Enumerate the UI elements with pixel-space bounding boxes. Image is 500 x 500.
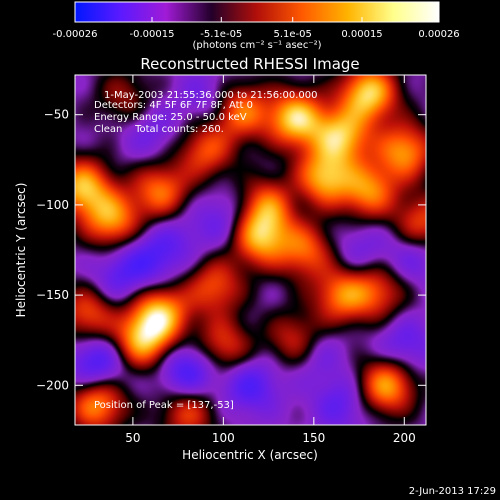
colorbar-ticks: -0.00026 -0.00015 -5.1e-05 5.1e-05 0.00015 0.… (53, 17, 460, 40)
colorbar (74, 1, 440, 23)
annotation-clean-counts: Clean Total counts: 260. (94, 124, 224, 135)
y-tick-label: −200 (36, 378, 69, 392)
annotation-time-range: 1-May-2003 21:55:36.000 to 21:56:00.000 (104, 90, 317, 101)
x-axis-label: Heliocentric X (arcsec) (182, 448, 318, 462)
x-tick-label: 50 (125, 431, 140, 445)
colorbar-tick-label: 0.00026 (418, 29, 459, 40)
colorbar-tick-label: 0.00015 (341, 29, 382, 40)
y-tick-label: −100 (36, 198, 69, 212)
annotation-energy-range: Energy Range: 25.0 - 50.0 keV (94, 112, 247, 123)
y-tick-label: −150 (36, 288, 69, 302)
colorbar-tick-label: 5.1e-05 (274, 29, 312, 40)
chart-title: Reconstructed RHESSI Image (140, 55, 359, 73)
colorbar-tick-label: -5.1e-05 (200, 29, 242, 40)
colorbar-unit-label: (photons cm⁻² s⁻¹ asec⁻²) (192, 40, 321, 51)
colorbar-tick-label: -0.00015 (130, 29, 175, 40)
annotation-peak-position: Position of Peak = [137,-53] (94, 400, 234, 411)
plot-frame (74, 74, 427, 426)
y-axis: −50 −100 −150 −200 (36, 108, 426, 392)
y-axis-label: Heliocentric Y (arcsec) (14, 183, 28, 318)
colorbar-tick-label: -0.00026 (53, 29, 98, 40)
y-tick-label: −50 (44, 108, 69, 122)
annotation-detectors: Detectors: 4F 5F 6F 7F 8F, Att 0 (94, 100, 253, 111)
plot-annotations: 1-May-2003 21:55:36.000 to 21:56:00.000 … (94, 90, 317, 411)
x-tick-label: 150 (302, 431, 325, 445)
x-tick-label: 200 (393, 431, 416, 445)
x-tick-label: 100 (212, 431, 235, 445)
footer-timestamp: 2-Jun-2013 17:29 (409, 486, 496, 497)
heatmap-image (75, 75, 426, 425)
heatmap-container (75, 75, 426, 425)
x-axis: 50 100 150 200 (125, 75, 416, 445)
